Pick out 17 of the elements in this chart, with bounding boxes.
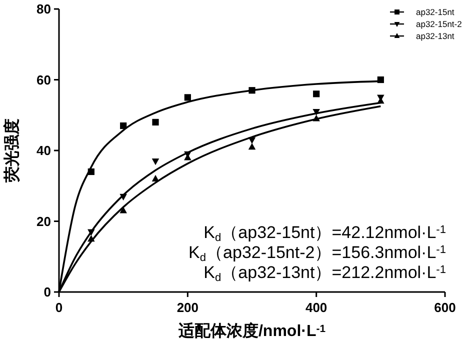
y-tick-label: 60 — [36, 72, 51, 88]
x-tick-label: 400 — [305, 300, 328, 315]
legend-label: ap32-13nt — [416, 30, 455, 41]
x-axis-title: 适配体浓度/nmol·L$^{-1}$ — [177, 321, 326, 340]
annotation: K$_{d}$（ap32-15nt-2）=156.3nmol·L$^{-1}$ — [188, 243, 446, 264]
y-tick-label: 0 — [44, 284, 51, 300]
legend-label: ap32-15nt-2 — [416, 18, 462, 29]
x-tick-label: 200 — [176, 300, 199, 315]
legend-label: ap32-15nt — [416, 6, 455, 17]
y-axis-title: 荧光强度 — [2, 118, 21, 184]
x-tick-label: 0 — [55, 300, 63, 315]
annotation: K$_{d}$（ap32-13nt）=212.2nmol·L$^{-1}$ — [204, 263, 446, 284]
y-tick-label: 20 — [36, 214, 51, 229]
y-tick-label: 40 — [36, 143, 51, 158]
y-tick-label: 80 — [36, 2, 51, 17]
x-tick-label: 600 — [434, 300, 456, 315]
annotation: K$_{d}$（ap32-15nt）=42.12nmol·L$^{-1}$ — [204, 223, 446, 244]
